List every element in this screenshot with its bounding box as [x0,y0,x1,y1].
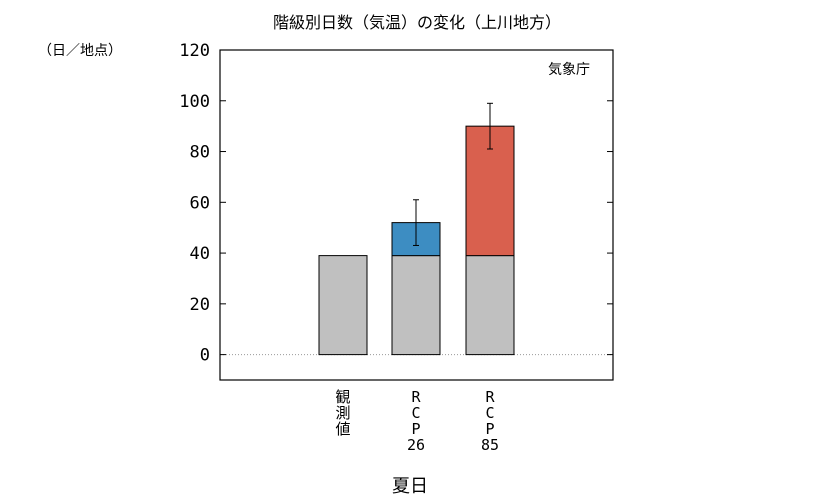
y-tick-label: 40 [190,244,210,264]
x-tick-label: 観 [335,388,350,406]
x-tick-label: C [485,404,494,422]
plot-frame [219,49,614,381]
x-tick-label: R [485,388,495,406]
x-tick-label: P [411,420,420,438]
x-axis-label: 夏日 [392,476,428,497]
credit-label: 気象庁 [548,62,590,78]
x-tick-label: 26 [407,436,425,454]
x-tick-label: 値 [335,420,350,438]
y-tick-label: 120 [179,41,210,61]
y-axis-label: （日／地点） [38,43,122,59]
y-tick-label: 0 [200,346,210,366]
x-tick-label: P [485,420,494,438]
x-tick-label: R [411,388,421,406]
bar-base [391,255,441,356]
bar-base [318,255,368,356]
x-tick-label: 測 [335,404,350,422]
bar-base [465,255,515,356]
chart-title: 階級別日数（気温）の変化（上川地方） [273,13,561,32]
y-tick-label: 20 [190,295,210,315]
y-tick-label: 60 [190,193,210,213]
x-tick-label: 85 [481,436,499,454]
y-tick-label: 100 [179,92,210,112]
y-tick-label: 80 [190,143,210,163]
x-tick-label: C [411,404,420,422]
